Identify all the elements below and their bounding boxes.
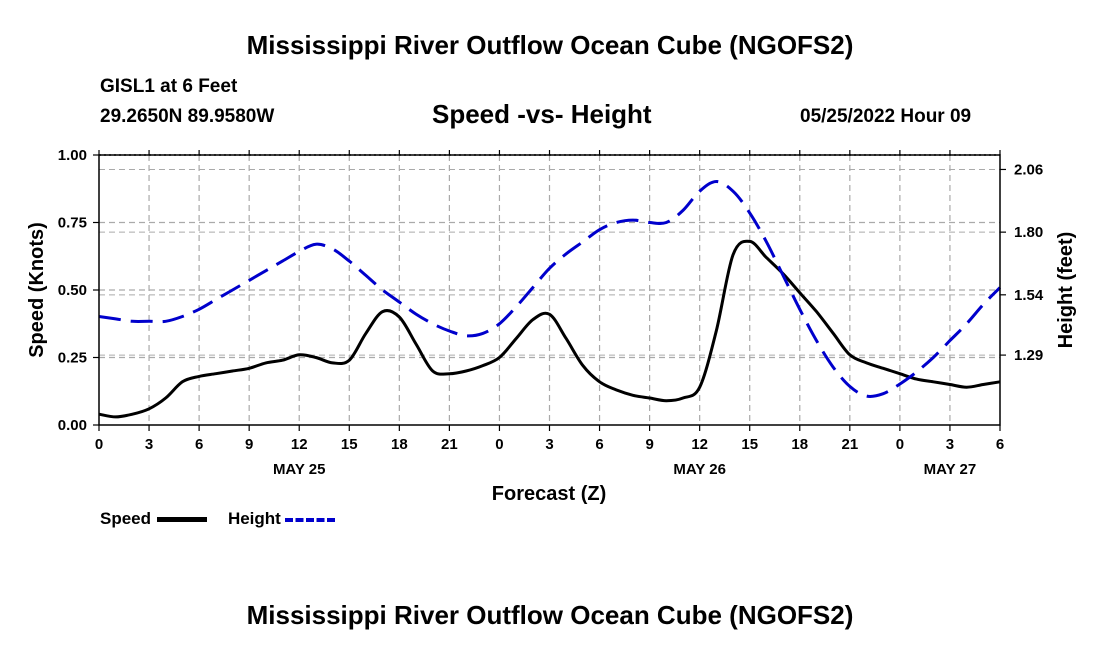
station-name: GISL1 at 6 Feet bbox=[100, 76, 238, 97]
x-tick-label: 3 bbox=[145, 436, 153, 453]
y2-tick-label: 1.29 bbox=[1014, 347, 1043, 364]
x-tick-label: 9 bbox=[645, 436, 653, 453]
x-tick-label: 18 bbox=[391, 436, 408, 453]
x-date-label: MAY 27 bbox=[924, 461, 977, 478]
y-tick-label: 0.75 bbox=[58, 215, 87, 232]
series-layer bbox=[98, 180, 1002, 419]
legend-speed-label: Speed bbox=[100, 509, 152, 528]
x-tick-label: 15 bbox=[341, 436, 358, 453]
x-tick-label: 6 bbox=[595, 436, 603, 453]
y-axis-title-left: Speed (Knots) bbox=[26, 222, 48, 358]
y2-tick-label: 1.80 bbox=[1014, 224, 1043, 241]
grid-layer bbox=[99, 155, 1000, 425]
legend: Speed Height bbox=[100, 509, 336, 529]
y2-tick-label: 2.06 bbox=[1014, 161, 1043, 178]
x-tick-label: 3 bbox=[946, 436, 954, 453]
y-tick-label: 0.50 bbox=[58, 282, 87, 299]
legend-height-label: Height bbox=[227, 509, 281, 528]
x-tick-label: 12 bbox=[291, 436, 308, 453]
height-series-line bbox=[98, 180, 1002, 399]
x-tick-label: 0 bbox=[95, 436, 103, 453]
x-date-label: MAY 25 bbox=[273, 461, 326, 478]
speed-series-line bbox=[98, 239, 1001, 419]
legend-speed-swatch bbox=[157, 517, 208, 523]
x-tick-label: 0 bbox=[495, 436, 503, 453]
ticks-layer: 0 3 6 9 12 15 18 21 0 3 6 9 12 15 18 21 0 3 6 MAY 25 MAY 26 M… bbox=[58, 147, 1044, 478]
x-tick-label: 18 bbox=[791, 436, 808, 453]
x-tick-label: 3 bbox=[545, 436, 553, 453]
x-tick-label: 12 bbox=[691, 436, 708, 453]
y-tick-label: 1.00 bbox=[58, 147, 87, 164]
forecast-datetime: 05/25/2022 Hour 09 bbox=[800, 106, 972, 127]
x-tick-label: 9 bbox=[245, 436, 253, 453]
y-tick-label: 0.00 bbox=[58, 417, 87, 434]
x-tick-label: 15 bbox=[741, 436, 758, 453]
x-tick-label: 21 bbox=[841, 436, 858, 453]
x-tick-label: 6 bbox=[195, 436, 203, 453]
y-axis-title-right: Height (feet) bbox=[1055, 232, 1077, 349]
station-coordinates: 29.2650N 89.9580W bbox=[100, 106, 275, 127]
x-tick-label: 21 bbox=[441, 436, 458, 453]
y2-tick-label: 1.54 bbox=[1014, 287, 1044, 304]
x-axis-title: Forecast (Z) bbox=[492, 483, 606, 505]
y-tick-label: 0.25 bbox=[58, 350, 87, 367]
x-tick-label: 6 bbox=[996, 436, 1004, 453]
footer-title: Mississippi River Outflow Ocean Cube (NG… bbox=[246, 600, 854, 630]
legend-height-swatch bbox=[285, 517, 336, 522]
main-title: Mississippi River Outflow Ocean Cube (NG… bbox=[246, 30, 854, 60]
x-date-label: MAY 26 bbox=[673, 461, 726, 478]
x-tick-label: 0 bbox=[896, 436, 904, 453]
chart-subtitle: Speed -vs- Height bbox=[432, 99, 652, 129]
